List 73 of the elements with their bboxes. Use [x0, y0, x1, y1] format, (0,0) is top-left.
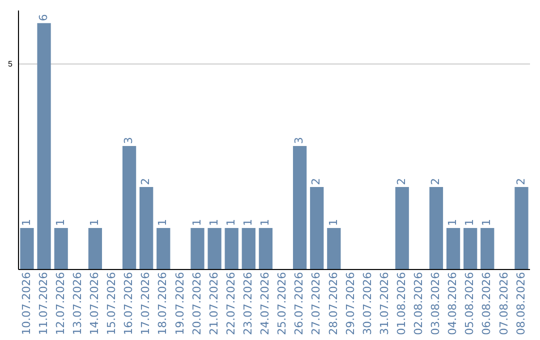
x-tick-label: 25.07.2026	[276, 272, 289, 336]
x-tick-label: 19.07.2026	[173, 272, 186, 336]
bar	[156, 228, 170, 270]
bar	[395, 187, 409, 270]
data-label: 1	[190, 219, 204, 226]
x-tick-label: 21.07.2026	[207, 272, 220, 336]
data-label: 1	[156, 219, 170, 226]
bar	[20, 228, 34, 270]
x-tick-label: 15.07.2026	[105, 272, 118, 336]
bar	[140, 187, 154, 270]
x-tick-label: 22.07.2026	[224, 272, 238, 336]
x-tick-label: 06.08.2026	[480, 272, 494, 336]
data-label: 2	[429, 178, 442, 186]
data-label: 1	[326, 219, 340, 226]
bar	[292, 146, 307, 270]
x-tick-label: 01.08.2026	[394, 272, 408, 336]
x-tick-label: 11.07.2026	[36, 272, 50, 336]
data-label: 1	[54, 219, 67, 226]
data-label: 2	[514, 178, 528, 186]
data-label: 1	[258, 219, 272, 226]
x-tick-label: 18.07.2026	[156, 272, 170, 336]
data-label: 3	[122, 137, 136, 144]
bar	[258, 228, 273, 270]
data-label: 1	[224, 219, 238, 226]
bar	[464, 228, 478, 270]
bar	[54, 228, 68, 270]
x-tick-label: 02.08.2026	[412, 272, 426, 336]
x-tick-label: 10.07.2026	[20, 272, 33, 336]
bar	[310, 187, 324, 270]
data-label: 2	[139, 178, 152, 186]
bar	[514, 187, 528, 270]
x-tick-label: 24.07.2026	[258, 272, 272, 336]
data-label: 6	[36, 14, 50, 22]
x-tick-label: 30.07.2026	[360, 272, 374, 336]
x-tick-label: 23.07.2026	[242, 272, 255, 336]
y-tick-label: 5	[8, 59, 13, 68]
data-label: 1	[480, 219, 494, 226]
x-tick-label: 28.07.2026	[326, 272, 340, 336]
data-label: 1	[463, 219, 476, 226]
x-tick-label: 29.07.2026	[344, 272, 357, 336]
bar	[480, 228, 494, 270]
data-label: 2	[310, 178, 323, 186]
data-label: 1	[88, 219, 102, 226]
bar	[446, 228, 460, 270]
x-tick-label: 12.07.2026	[54, 272, 67, 336]
bar	[327, 228, 341, 270]
data-label: 1	[242, 219, 255, 226]
x-tick-label: 20.07.2026	[190, 272, 204, 336]
data-label: 2	[394, 178, 408, 186]
data-label: 1	[207, 219, 220, 226]
bar	[37, 23, 51, 270]
x-tick-label: 13.07.2026	[70, 272, 84, 336]
x-tick-label: 03.08.2026	[429, 272, 442, 336]
bar	[208, 228, 222, 270]
bar	[242, 228, 256, 270]
x-tick-label: 04.08.2026	[446, 272, 460, 336]
bar	[122, 146, 136, 270]
x-tick-label: 05.08.2026	[463, 272, 476, 336]
x-tick-label: 26.07.2026	[292, 272, 306, 336]
x-tick-label: 08.08.2026	[514, 272, 528, 336]
bar	[429, 187, 444, 270]
data-label: 1	[20, 219, 33, 226]
data-label: 1	[446, 219, 460, 226]
x-tick-label: 16.07.2026	[122, 272, 136, 336]
x-tick-label: 14.07.2026	[88, 272, 102, 336]
x-tick-label: 17.07.2026	[139, 272, 152, 336]
bar	[224, 228, 238, 270]
x-tick-label: 27.07.2026	[310, 272, 323, 336]
bar	[88, 228, 102, 270]
data-label: 3	[292, 137, 306, 144]
x-tick-label: 07.08.2026	[497, 272, 510, 336]
bar	[190, 228, 204, 270]
x-tick-label: 31.07.2026	[378, 272, 391, 336]
